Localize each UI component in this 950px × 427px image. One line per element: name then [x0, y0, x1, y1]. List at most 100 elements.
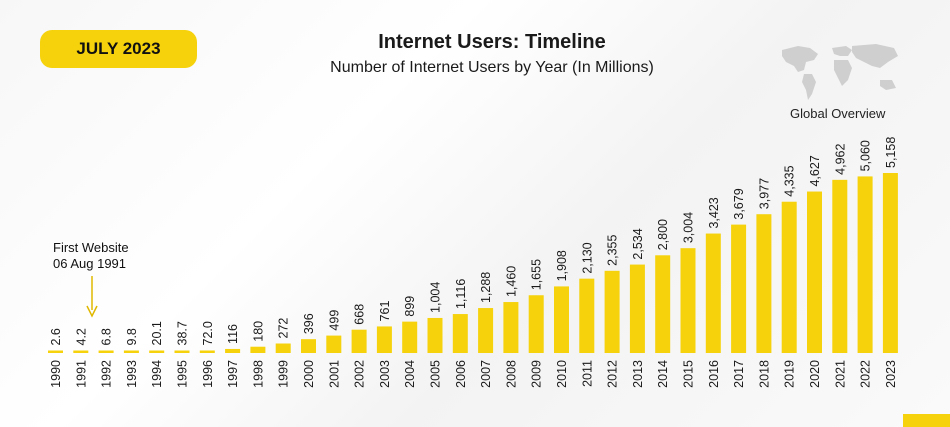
value-label-2009: 1,655 — [530, 259, 544, 290]
map-caption: Global Overview — [790, 106, 886, 121]
bar-2021 — [832, 179, 848, 353]
bar-1999 — [275, 343, 291, 353]
value-label-2005: 1,004 — [429, 282, 443, 313]
x-tick-2005: 2005 — [429, 360, 443, 388]
bar-1995 — [174, 350, 190, 353]
x-tick-2006: 2006 — [454, 360, 468, 388]
bar-2020 — [807, 191, 822, 353]
value-label-1994: 20.1 — [150, 321, 164, 345]
value-label-1996: 72.0 — [201, 321, 215, 345]
world-map-icon — [782, 44, 898, 100]
x-tick-2014: 2014 — [656, 360, 670, 388]
value-label-2014: 2,800 — [656, 219, 670, 250]
bar-1990 — [48, 350, 63, 353]
date-badge: JULY 2023 — [40, 30, 197, 68]
bar-1996 — [199, 350, 215, 353]
bar-2002 — [351, 329, 367, 353]
bar-2007 — [478, 308, 494, 353]
corner-accent — [903, 414, 950, 427]
x-tick-2013: 2013 — [631, 360, 645, 388]
x-tick-2004: 2004 — [403, 360, 417, 388]
value-label-1997: 116 — [226, 324, 240, 344]
value-label-2011: 2,130 — [580, 242, 594, 273]
x-tick-2023: 2023 — [884, 360, 898, 388]
bar-2012 — [604, 270, 620, 353]
value-label-2006: 1,116 — [454, 279, 468, 309]
value-label-2019: 4,335 — [783, 165, 797, 196]
x-tick-2012: 2012 — [606, 360, 620, 388]
x-tick-2021: 2021 — [833, 360, 847, 388]
bar-1991 — [73, 350, 89, 353]
value-label-1991: 4.2 — [74, 328, 88, 345]
bar-2023 — [882, 173, 898, 353]
first-website-annotation: First Website 06 Aug 1991 — [53, 240, 129, 272]
value-label-2018: 3,977 — [757, 178, 771, 209]
value-label-1995: 38.7 — [176, 321, 190, 345]
bar-1998 — [250, 346, 266, 353]
value-label-2003: 761 — [378, 301, 392, 322]
value-label-2020: 4,627 — [808, 155, 822, 186]
value-label-2001: 499 — [327, 310, 341, 331]
value-label-2002: 668 — [353, 304, 367, 325]
bar-2004 — [402, 321, 418, 353]
bar-2008 — [503, 302, 519, 353]
x-tick-2016: 2016 — [707, 360, 721, 388]
bar-2017 — [731, 224, 747, 353]
x-tick-1994: 1994 — [150, 360, 164, 388]
bar-2022 — [857, 176, 873, 353]
x-tick-2010: 2010 — [555, 360, 569, 388]
annotation-line-1: First Website — [53, 240, 129, 255]
bar-2006 — [452, 314, 468, 353]
value-label-2016: 3,423 — [707, 197, 721, 228]
x-tick-2019: 2019 — [783, 360, 797, 388]
value-label-2022: 5,060 — [859, 140, 873, 171]
value-label-1992: 6.8 — [100, 328, 114, 345]
bar-2015 — [680, 248, 696, 353]
annotation-line-2: 06 Aug 1991 — [53, 256, 127, 271]
x-tick-2015: 2015 — [682, 360, 696, 388]
bar-2013 — [629, 264, 645, 353]
bar-2003 — [376, 326, 392, 353]
chart-subtitle: Number of Internet Users by Year (In Mil… — [330, 59, 654, 76]
x-tick-2007: 2007 — [479, 360, 493, 388]
x-tick-2008: 2008 — [504, 360, 518, 388]
bar-1994 — [149, 350, 165, 353]
value-label-2015: 3,004 — [682, 212, 696, 243]
x-tick-1995: 1995 — [176, 360, 190, 388]
x-tick-1992: 1992 — [100, 360, 114, 388]
x-tick-1996: 1996 — [201, 360, 215, 388]
bar-2010 — [554, 286, 569, 353]
bar-2019 — [781, 201, 797, 353]
value-label-1990: 2.6 — [49, 328, 63, 345]
value-label-2010: 1,908 — [555, 250, 569, 281]
value-label-1999: 272 — [277, 318, 291, 339]
value-label-2000: 396 — [302, 313, 316, 334]
x-tick-2009: 2009 — [530, 360, 544, 388]
bar-2005 — [427, 317, 443, 353]
chart-title: Internet Users: Timeline — [378, 31, 606, 53]
x-tick-2000: 2000 — [302, 360, 316, 388]
bar-2018 — [756, 214, 772, 353]
x-tick-1999: 1999 — [277, 360, 291, 388]
bar-1992 — [98, 350, 114, 353]
x-tick-2002: 2002 — [353, 360, 367, 388]
x-tick-2018: 2018 — [757, 360, 771, 388]
bar-1997 — [225, 348, 241, 353]
annotation-arrow — [86, 276, 98, 318]
value-label-2012: 2,355 — [606, 234, 620, 265]
bar-2009 — [528, 295, 544, 353]
x-tick-2017: 2017 — [732, 360, 746, 388]
x-tick-2001: 2001 — [327, 360, 341, 388]
x-tick-2003: 2003 — [378, 360, 392, 388]
x-tick-2022: 2022 — [859, 360, 873, 388]
x-tick-1991: 1991 — [74, 360, 88, 388]
value-label-2023: 5,158 — [884, 137, 898, 168]
value-label-2008: 1,460 — [504, 266, 518, 297]
bar-2016 — [705, 233, 721, 353]
x-tick-1993: 1993 — [125, 360, 139, 388]
bar-1993 — [123, 350, 139, 353]
value-label-2013: 2,534 — [631, 228, 645, 259]
value-label-2004: 899 — [403, 296, 417, 317]
value-label-2017: 3,679 — [732, 188, 746, 219]
